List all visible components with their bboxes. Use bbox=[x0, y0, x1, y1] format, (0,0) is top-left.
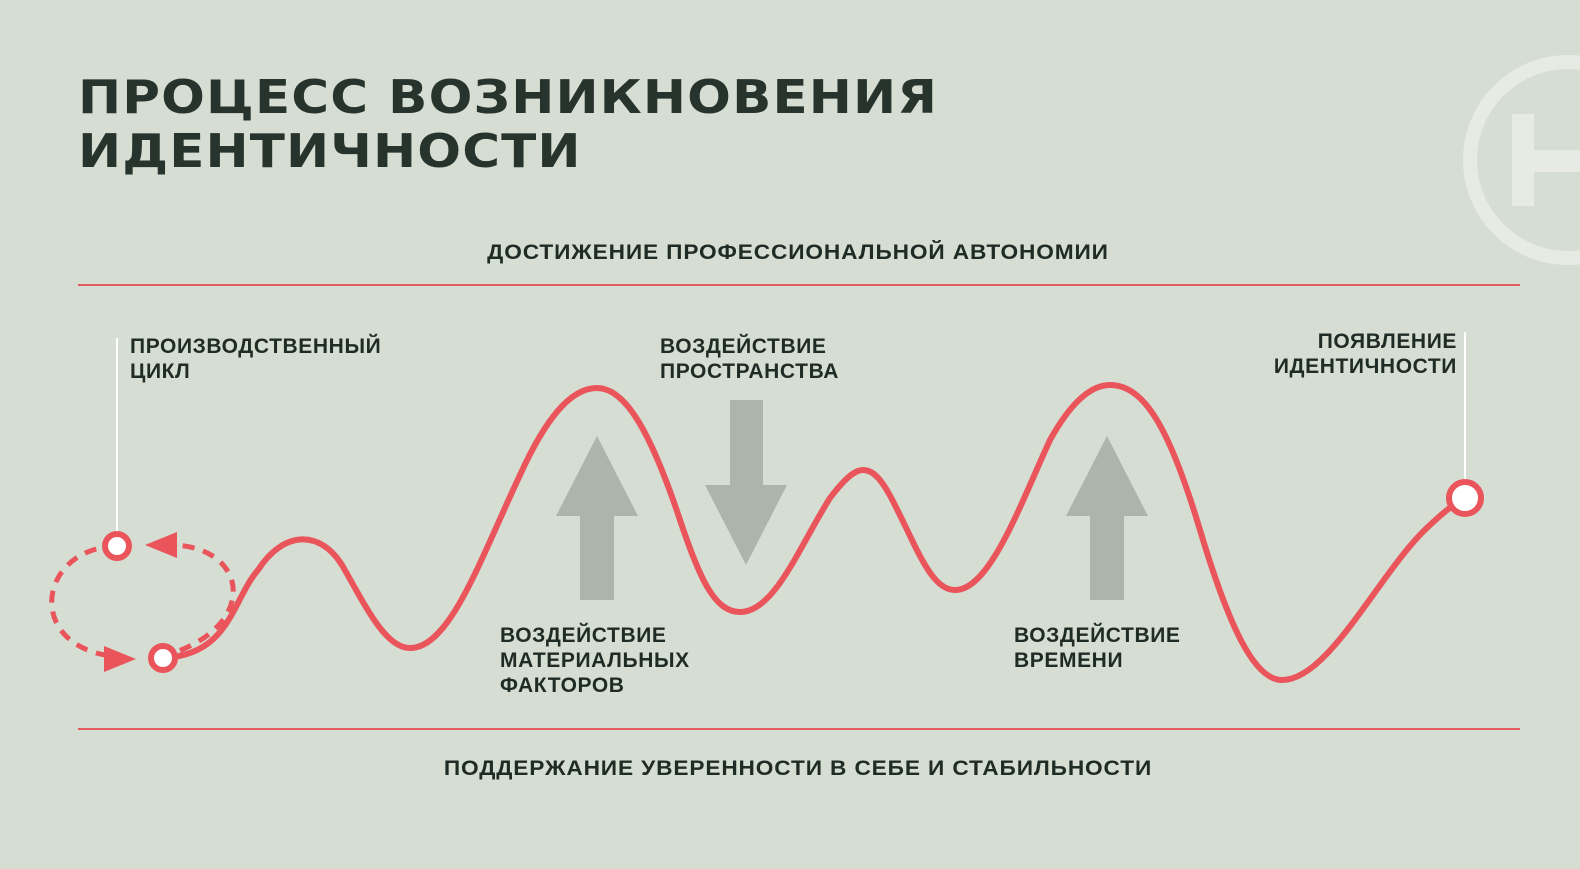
arrow-up-material-icon bbox=[556, 436, 638, 600]
cycle-arrowhead-right-icon bbox=[104, 646, 136, 672]
space-impact-label: ВОЗДЕЙСТВИЕ ПРОСТРАНСТВА bbox=[660, 335, 840, 383]
identity-emergence-label: ПОЯВЛЕНИЕ ИДЕНТИЧНОСТИ bbox=[1273, 330, 1457, 378]
bottom-divider bbox=[78, 728, 1520, 730]
production-cycle-loop-return bbox=[159, 542, 236, 660]
cycle-arrowhead-left-icon bbox=[145, 532, 177, 558]
material-impact-label: ВОЗДЕЙСТВИЕ МАТЕРИАЛЬНЫХ ФАКТОРОВ bbox=[500, 624, 690, 697]
page-title: ПРОЦЕСС ВОЗНИКНОВЕНИЯ ИДЕНТИЧНОСТИ bbox=[78, 70, 939, 178]
identity-wave bbox=[160, 381, 1467, 684]
top-band-label: ДОСТИЖЕНИЕ ПРОФЕССИОНАЛЬНОЙ АВТОНОМИИ bbox=[487, 241, 1109, 264]
cycle-node-bottom bbox=[148, 643, 178, 673]
bottom-band-label: ПОДДЕРЖАНИЕ УВЕРЕННОСТИ В СЕБЕ И СТАБИЛЬ… bbox=[443, 757, 1153, 780]
cycle-node-top bbox=[102, 531, 132, 561]
production-cycle-label: ПРОИЗВОДСТВЕННЫЙ ЦИКЛ bbox=[130, 335, 382, 383]
time-impact-label: ВОЗДЕЙСТВИЕ ВРЕМЕНИ bbox=[1014, 624, 1181, 672]
arrow-down-space-icon bbox=[705, 400, 787, 565]
top-divider bbox=[78, 284, 1520, 286]
production-cycle-loop bbox=[49, 543, 118, 658]
brand-logo-icon bbox=[1463, 55, 1580, 265]
arrow-up-time-icon bbox=[1066, 436, 1148, 600]
identity-node bbox=[1446, 479, 1484, 517]
